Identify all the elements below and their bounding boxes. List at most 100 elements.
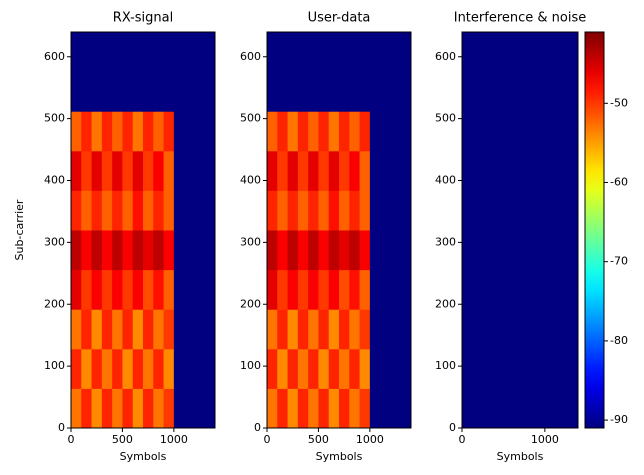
heat-cell bbox=[478, 348, 488, 389]
heat-cell bbox=[359, 269, 371, 310]
heat-cell bbox=[536, 71, 546, 112]
heat-cell bbox=[143, 190, 154, 231]
heat-cell bbox=[153, 230, 165, 271]
heat-cell bbox=[400, 388, 412, 429]
colorbar-tick-label: -50 bbox=[610, 96, 628, 109]
heat-cell bbox=[184, 190, 195, 231]
heat-cell bbox=[520, 150, 529, 191]
heat-cell bbox=[163, 32, 175, 73]
heat-cell bbox=[308, 32, 319, 73]
heat-cell bbox=[163, 269, 175, 310]
heat-cell bbox=[81, 309, 93, 350]
heat-cell bbox=[267, 230, 278, 271]
heat-cell bbox=[308, 71, 319, 112]
heat-cell bbox=[81, 111, 93, 152]
heat-cell bbox=[204, 388, 216, 429]
heat-cell bbox=[400, 269, 412, 310]
heat-cell bbox=[297, 190, 309, 231]
heat-cell bbox=[400, 309, 412, 350]
heat-cell bbox=[297, 230, 309, 271]
heat-cell bbox=[204, 269, 216, 310]
heat-cell bbox=[349, 32, 361, 73]
heat-cell bbox=[204, 230, 216, 271]
heat-cell bbox=[132, 190, 144, 231]
y-tick-label: 200 bbox=[240, 297, 261, 310]
heat-cell bbox=[380, 269, 391, 310]
heat-cell bbox=[369, 269, 381, 310]
heat-cell bbox=[349, 71, 361, 112]
heat-cell bbox=[101, 388, 113, 429]
heat-cell bbox=[349, 111, 361, 152]
heat-cell bbox=[297, 71, 309, 112]
heat-cell bbox=[349, 388, 361, 429]
heat-cell bbox=[400, 230, 412, 271]
heat-cell bbox=[91, 32, 103, 73]
heat-cell bbox=[528, 32, 538, 73]
heat-cell bbox=[462, 190, 471, 231]
colorbar-tick-label: -60 bbox=[610, 175, 628, 188]
heat-cell bbox=[153, 388, 165, 429]
heat-cell bbox=[520, 32, 529, 73]
heat-cell bbox=[143, 269, 154, 310]
heat-cell bbox=[520, 230, 529, 271]
heat-cell bbox=[318, 71, 330, 112]
heat-cell bbox=[287, 230, 299, 271]
heat-cell bbox=[462, 309, 471, 350]
heat-cell bbox=[478, 230, 488, 271]
heat-cell bbox=[478, 71, 488, 112]
heat-cell bbox=[339, 32, 350, 73]
heat-cell bbox=[544, 190, 554, 231]
x-tick-label: 0 bbox=[459, 433, 466, 446]
heat-cell bbox=[478, 32, 488, 73]
heat-cell bbox=[380, 32, 391, 73]
heat-cell bbox=[511, 388, 521, 429]
heat-cell bbox=[173, 71, 185, 112]
heat-cell bbox=[380, 71, 391, 112]
heat-cell bbox=[478, 150, 488, 191]
heat-cell bbox=[486, 111, 496, 152]
heat-cell bbox=[390, 309, 402, 350]
heat-cell bbox=[561, 150, 571, 191]
heat-cell bbox=[569, 150, 579, 191]
heat-cell bbox=[112, 71, 123, 112]
heat-cell bbox=[520, 388, 529, 429]
heat-cell bbox=[520, 309, 529, 350]
heat-cell bbox=[308, 388, 319, 429]
heat-cell bbox=[204, 348, 216, 389]
heat-cell bbox=[267, 269, 278, 310]
heat-cell bbox=[359, 230, 371, 271]
heat-cell bbox=[112, 190, 123, 231]
heat-cell bbox=[359, 309, 371, 350]
heat-cell bbox=[71, 269, 82, 310]
heat-cell bbox=[112, 111, 123, 152]
heat-cell bbox=[528, 71, 538, 112]
heat-cell bbox=[511, 32, 521, 73]
heat-cell bbox=[544, 71, 554, 112]
x-tick-label: 500 bbox=[112, 433, 133, 446]
heat-cell bbox=[132, 32, 144, 73]
heat-cell bbox=[101, 150, 113, 191]
heat-cell bbox=[122, 32, 134, 73]
heat-cell bbox=[462, 388, 471, 429]
x-tick-label: 0 bbox=[68, 433, 75, 446]
heat-cell bbox=[184, 150, 195, 191]
heat-cell bbox=[267, 32, 278, 73]
heat-cell bbox=[277, 269, 289, 310]
heat-cell bbox=[81, 71, 93, 112]
heat-cell bbox=[470, 150, 480, 191]
heat-cell bbox=[287, 111, 299, 152]
heat-cell bbox=[359, 150, 371, 191]
x-tick-label: 1000 bbox=[356, 433, 384, 446]
heat-cell bbox=[297, 309, 309, 350]
heat-cell bbox=[297, 269, 309, 310]
heat-cell bbox=[470, 388, 480, 429]
heat-cell bbox=[277, 309, 289, 350]
heat-cell bbox=[369, 309, 381, 350]
heat-cell bbox=[297, 388, 309, 429]
heat-cell bbox=[528, 269, 538, 310]
heat-cell bbox=[486, 388, 496, 429]
heat-cell bbox=[390, 190, 402, 231]
heat-cell bbox=[153, 190, 165, 231]
heat-cell bbox=[143, 71, 154, 112]
heat-cell bbox=[339, 348, 350, 389]
